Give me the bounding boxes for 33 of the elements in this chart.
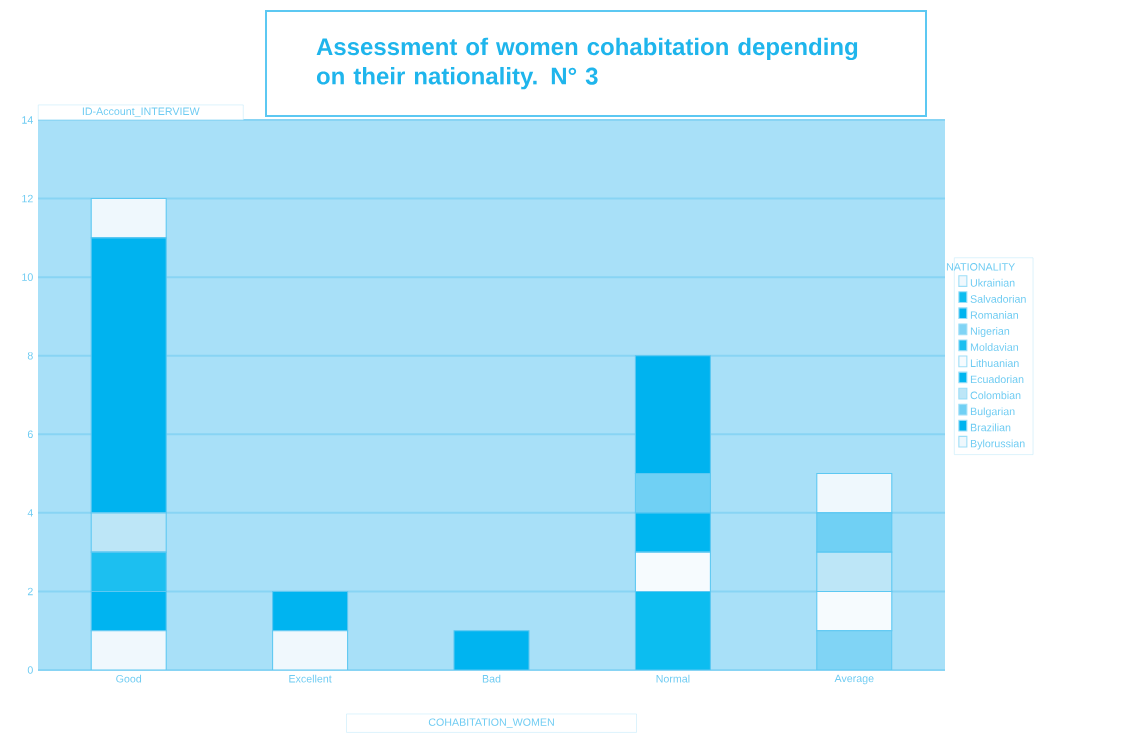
y-tick-label: 14 — [22, 116, 33, 124]
y-tick-label: 12 — [22, 194, 33, 203]
chart-title: Assessment of women cohabitation depending on their nationality. N° 3 — [316, 37, 858, 90]
legend-label: Moldavian — [970, 343, 1018, 351]
x-tick-label: Bad — [482, 674, 501, 683]
x-tick-label: Good — [116, 674, 142, 683]
bar — [453, 630, 530, 670]
y-tick-label: 2 — [27, 587, 33, 596]
legend-label: Ukrainian — [970, 278, 1015, 287]
legend-label: Colombian — [970, 391, 1021, 400]
x-tick-label: Average — [834, 674, 874, 685]
y-tick-label: 0 — [27, 666, 33, 674]
y-tick-label: 10 — [22, 273, 33, 281]
legend-label: Brazilian — [970, 423, 1011, 432]
bar — [90, 630, 167, 670]
legend-label: Salvadorian — [970, 294, 1026, 303]
legend-label: Bulgarian — [970, 407, 1015, 418]
legend-label: Ecuadorian — [970, 375, 1024, 384]
y-tick-label: 4 — [27, 509, 33, 517]
y-axis-title: ID-Account_INTERVIEW — [82, 107, 200, 118]
y-tick-label: 8 — [27, 351, 33, 360]
bar — [272, 590, 349, 632]
legend-label: Romanian — [970, 310, 1018, 319]
y-tick-label: 6 — [27, 430, 33, 439]
x-tick-label: Excellent — [289, 674, 332, 683]
legend-label: Nigerian — [970, 327, 1010, 338]
legend-label: Bylorussian — [970, 439, 1025, 450]
x-tick-label: Normal — [656, 674, 690, 683]
legend-label: Lithuanian — [970, 359, 1019, 368]
legend-title: NATIONALITY — [946, 263, 1015, 271]
bar — [90, 590, 167, 632]
bar — [272, 630, 349, 670]
x-axis-title: COHABITATION_WOMEN — [428, 718, 554, 728]
